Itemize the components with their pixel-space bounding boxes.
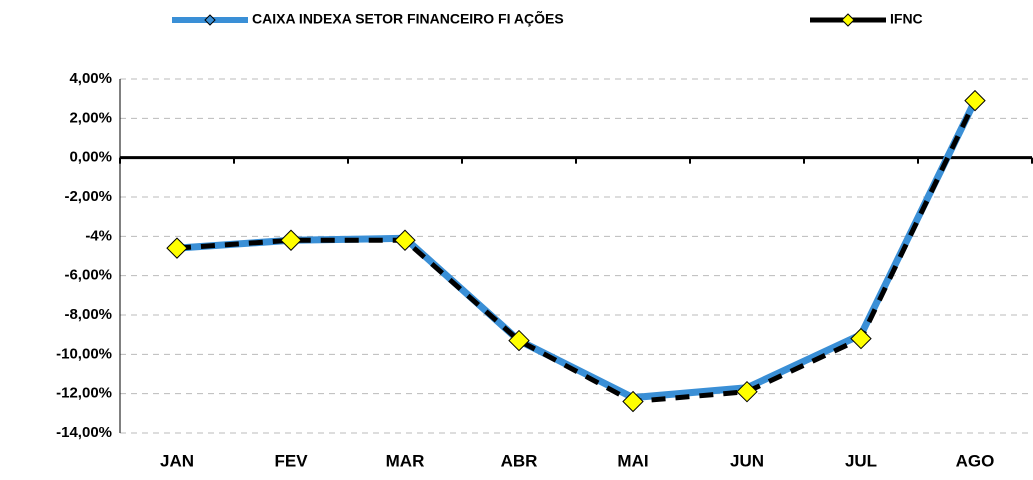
legend-marker	[841, 13, 855, 27]
x-tick-label: ABR	[501, 451, 538, 470]
y-tick-label: 0,00%	[69, 149, 112, 166]
series-line	[176, 99, 978, 405]
x-tick-label: AGO	[956, 451, 995, 470]
y-tick-label: 2,00%	[69, 109, 112, 126]
marker	[280, 229, 302, 251]
y-tick-label: -12,00%	[56, 385, 112, 402]
y-tick-label: 4,00%	[69, 70, 112, 87]
y-tick-label: -6,00%	[64, 267, 112, 284]
marker	[394, 229, 416, 251]
legend-marker	[204, 14, 216, 26]
series-line	[176, 99, 979, 402]
y-tick-label: -4%	[85, 227, 112, 244]
marker	[964, 89, 986, 112]
y-tick-label: -10,00%	[56, 345, 112, 362]
x-tick-label: MAR	[386, 451, 425, 470]
marker	[166, 237, 188, 259]
legend-label: CAIXA INDEXA SETOR FINANCEIRO FI AÇÕES	[252, 10, 564, 27]
x-tick-label: MAI	[617, 451, 648, 470]
legend-label: IFNC	[890, 11, 923, 27]
x-tick-label: JAN	[160, 451, 194, 470]
y-tick-label: -2,00%	[64, 188, 112, 205]
marker	[736, 380, 758, 403]
x-tick-label: FEV	[274, 451, 308, 470]
x-tick-label: JUN	[730, 451, 764, 470]
y-tick-label: -8,00%	[64, 306, 112, 323]
marker	[850, 327, 872, 350]
marker	[508, 329, 530, 352]
y-tick-label: -14,00%	[56, 424, 112, 441]
marker	[622, 390, 644, 413]
x-tick-label: JUL	[845, 451, 877, 470]
